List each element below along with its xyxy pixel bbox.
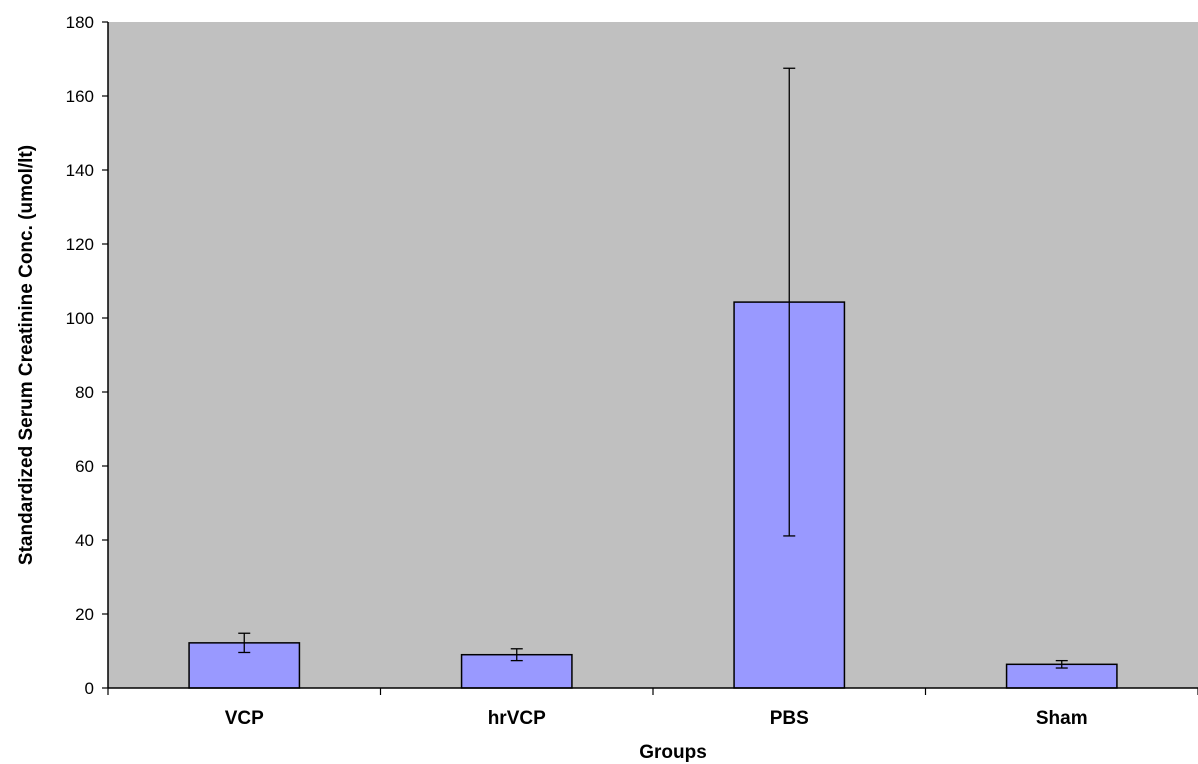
y-tick-label: 160 bbox=[66, 87, 94, 106]
y-tick-label: 180 bbox=[66, 13, 94, 32]
plot-area bbox=[108, 22, 1198, 688]
y-tick-label: 60 bbox=[75, 457, 94, 476]
x-tick-label: hrVCP bbox=[488, 708, 546, 729]
error-bars bbox=[238, 67, 1068, 669]
y-axis-title: Standardized Serum Creatinine Conc. (umo… bbox=[16, 145, 37, 565]
x-tick-label: PBS bbox=[770, 708, 809, 729]
x-ticks: VCP hrVCP PBS Sham bbox=[107, 688, 1198, 729]
error-bar bbox=[1055, 659, 1068, 669]
y-tick-label: 100 bbox=[66, 309, 94, 328]
x-axis-title: Groups bbox=[639, 742, 707, 763]
y-tick-label: 80 bbox=[75, 383, 94, 402]
x-tick-label: Sham bbox=[1036, 708, 1088, 729]
error-bar bbox=[238, 632, 251, 654]
y-tick-label: 120 bbox=[66, 235, 94, 254]
y-tick-label: 40 bbox=[75, 531, 94, 550]
y-tick-label: 20 bbox=[75, 605, 94, 624]
y-tick-label: 140 bbox=[66, 161, 94, 180]
y-tick-label: 0 bbox=[85, 679, 94, 698]
error-bar bbox=[510, 648, 523, 662]
error-bar bbox=[783, 67, 796, 537]
y-ticks: 0 20 40 60 80 100 120 140 160 180 bbox=[66, 13, 108, 698]
x-tick-label: VCP bbox=[225, 708, 264, 729]
